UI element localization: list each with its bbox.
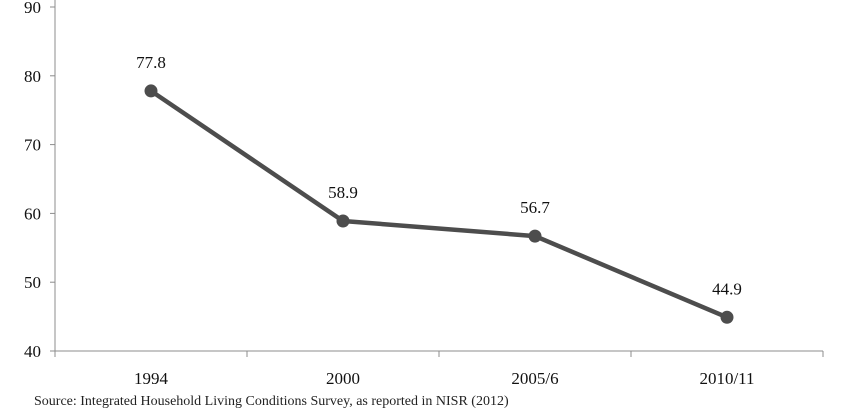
x-tick-label: 2010/11 (699, 369, 754, 388)
data-point (720, 310, 734, 324)
data-label: 56.7 (520, 198, 550, 217)
y-tick-label: 50 (24, 273, 41, 292)
x-tick-label: 1994 (134, 369, 169, 388)
series-layer (144, 84, 734, 324)
data-point (144, 84, 158, 98)
data-point (336, 214, 350, 228)
data-label: 77.8 (136, 53, 166, 72)
axes-layer: 40 50 60 70 80 90 1994 2000 2005/6 2010/11 (24, 0, 824, 388)
y-tick-label: 80 (24, 67, 41, 86)
data-label: 58.9 (328, 183, 358, 202)
source-note: Source: Integrated Household Living Cond… (34, 394, 509, 409)
labels-layer: 77.8 58.9 56.7 44.9 (136, 53, 742, 298)
x-tick-label: 2000 (326, 369, 360, 388)
y-tick-label: 70 (24, 136, 41, 155)
y-tick-label: 90 (24, 0, 41, 17)
data-label: 44.9 (712, 279, 742, 298)
y-tick-label: 40 (24, 342, 41, 361)
data-point (528, 229, 542, 243)
series-line (148, 88, 730, 320)
y-tick-label: 60 (24, 204, 41, 223)
x-tick-label: 2005/6 (511, 369, 558, 388)
